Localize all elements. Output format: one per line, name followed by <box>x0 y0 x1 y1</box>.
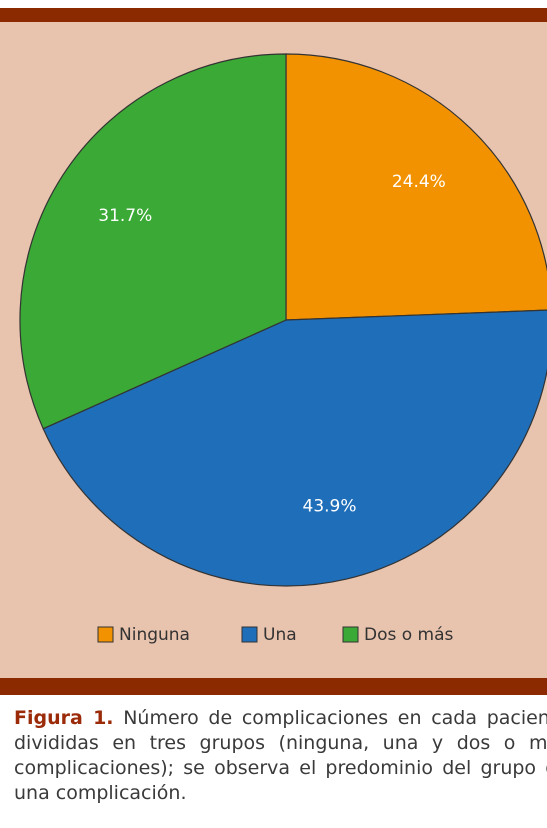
legend-label: Ninguna <box>119 625 190 645</box>
legend-label: Dos o más <box>364 625 454 645</box>
pie-slice <box>19 53 287 430</box>
data-label: 31.7% <box>98 206 152 226</box>
caption: Figura 1. Número de complicaciones en ca… <box>14 706 547 806</box>
legend-swatch <box>241 626 258 643</box>
bottom-bar <box>0 678 547 695</box>
data-label: 24.4% <box>392 172 446 192</box>
caption-label: Figura 1. <box>14 707 114 729</box>
data-label: 43.9% <box>303 497 357 517</box>
chart: 24.4% 43.9% 31.7% Ninguna Una Dos o más <box>0 8 547 695</box>
caption-text: Número de complicaciones en cada pacient… <box>14 707 547 804</box>
legend-swatch <box>342 626 359 643</box>
pie-slice <box>285 53 547 321</box>
legend-swatch <box>97 626 114 643</box>
legend-label: Una <box>263 625 297 645</box>
pie-slice <box>42 309 547 587</box>
top-bar <box>0 8 547 22</box>
